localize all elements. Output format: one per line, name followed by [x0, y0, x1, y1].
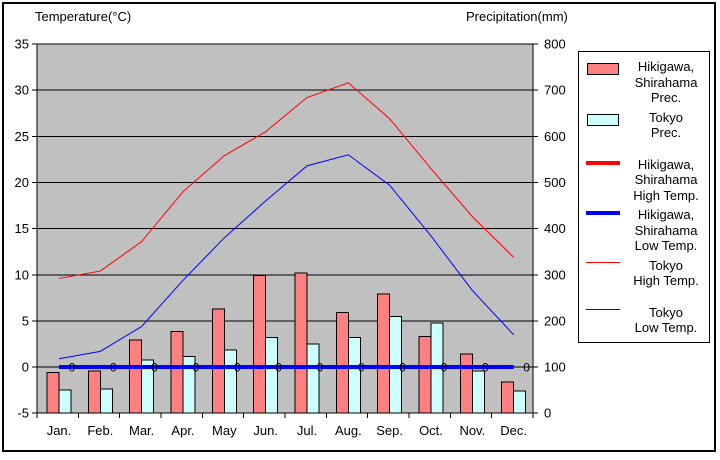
- legend-line-icon: [581, 160, 625, 165]
- prec-bar-hikigawa: [170, 331, 184, 414]
- legend-swatch-icon: [581, 63, 625, 75]
- prec-bar-tokyo: [58, 389, 72, 414]
- temp-line-tokyo-high-temp-: [58, 82, 515, 279]
- month-label: Feb.: [87, 423, 113, 438]
- month-label: Jun.: [253, 423, 278, 438]
- prec-bar-hikigawa: [253, 275, 267, 414]
- zero-data-label: 0: [523, 361, 530, 375]
- zero-data-label: 0: [358, 361, 365, 375]
- prec-axis-label: 100: [544, 360, 566, 375]
- prec-bar-hikigawa: [87, 370, 101, 414]
- legend-swatch-icon: [581, 113, 625, 126]
- month-label: May: [212, 423, 237, 438]
- legend-item-label: Tokyo Prec.: [649, 109, 683, 141]
- legend-item: Tokyo High Temp.: [581, 258, 707, 289]
- month-label: Nov.: [459, 423, 485, 438]
- prec-axis-label: 0: [544, 406, 551, 421]
- legend-marker: [587, 63, 619, 75]
- zero-data-label: 0: [399, 361, 406, 375]
- legend-line-icon: [581, 308, 625, 310]
- zero-data-label: 0: [69, 361, 76, 375]
- prec-bar-hikigawa: [46, 372, 60, 414]
- prec-bar-tokyo: [223, 349, 237, 414]
- zero-data-label: 0: [317, 361, 324, 375]
- legend-item-label: Hikigawa, Shirahama Low Temp.: [634, 207, 698, 253]
- prec-bar-tokyo: [265, 337, 279, 414]
- temp-axis-title: Temperature(°C): [35, 9, 132, 24]
- temp-axis-label: 0: [22, 360, 29, 375]
- month-label: Dec.: [500, 423, 527, 438]
- prec-axis-title: Precipitation(mm): [466, 9, 568, 24]
- legend-line-icon: [581, 261, 625, 263]
- prec-bar-tokyo: [513, 390, 527, 414]
- prec-axis-label: 700: [544, 83, 566, 98]
- temp-axis-label: 5: [22, 313, 29, 328]
- temp-axis-label: 15: [15, 221, 29, 236]
- prec-axis-label: 200: [544, 313, 566, 328]
- month-label: Oct.: [419, 423, 443, 438]
- legend-marker: [586, 211, 620, 215]
- temp-axis-label: 35: [15, 37, 29, 52]
- prec-axis-label: 300: [544, 267, 566, 282]
- legend-item-label: Tokyo High Temp.: [633, 257, 699, 289]
- prec-axis-label: 800: [544, 37, 566, 52]
- prec-axis-label: 400: [544, 221, 566, 236]
- temp-axis-label: 20: [15, 175, 29, 190]
- prec-bar-hikigawa: [501, 381, 515, 414]
- prec-bar-hikigawa: [377, 293, 391, 414]
- zero-data-label: 0: [482, 361, 489, 375]
- legend-marker: [586, 160, 620, 165]
- month-label: Sep.: [376, 423, 403, 438]
- legend-item: Hikigawa, Shirahama Low Temp.: [581, 207, 707, 254]
- prec-bar-hikigawa: [294, 272, 308, 414]
- legend: Hikigawa, Shirahama Prec. Tokyo Prec. Hikigaw…: [578, 51, 710, 343]
- zero-data-label: 0: [275, 361, 282, 375]
- month-label: Jan.: [47, 423, 72, 438]
- legend-item-label: Hikigawa, Shirahama Prec.: [634, 59, 698, 105]
- legend-item: Hikigawa, Shirahama Prec.: [581, 59, 707, 106]
- prec-bar-tokyo: [389, 316, 403, 414]
- temp-axis-label: -5: [17, 406, 29, 421]
- zero-data-label: 0: [151, 361, 158, 375]
- temp-axis-label: 30: [15, 83, 29, 98]
- month-label: Jul.: [297, 423, 317, 438]
- prec-bar-tokyo: [99, 388, 113, 414]
- month-label: Mar.: [129, 423, 154, 438]
- prec-bar-tokyo: [306, 343, 320, 414]
- prec-bar-tokyo: [141, 359, 155, 414]
- zero-data-label: 0: [110, 361, 117, 375]
- legend-item: Hikigawa, Shirahama High Temp.: [581, 157, 707, 204]
- legend-line-icon: [581, 211, 625, 215]
- legend-item-label: Hikigawa, Shirahama High Temp.: [633, 156, 699, 203]
- prec-bar-tokyo: [471, 370, 485, 414]
- prec-bar-hikigawa: [335, 312, 349, 414]
- month-label: Aug.: [335, 423, 362, 438]
- prec-axis-label: 500: [544, 175, 566, 190]
- legend-marker: [586, 308, 620, 310]
- prec-axis-label: 600: [544, 129, 566, 144]
- legend-marker: [587, 113, 619, 126]
- prec-bar-hikigawa: [211, 308, 225, 414]
- prec-bar-tokyo: [182, 355, 196, 414]
- legend-item-label: Tokyo Low Temp.: [634, 304, 698, 336]
- zero-data-label: 0: [441, 361, 448, 375]
- prec-bar-tokyo: [347, 337, 361, 414]
- prec-bar-hikigawa: [459, 353, 473, 414]
- temp-axis-label: 10: [15, 267, 29, 282]
- prec-bar-hikigawa: [129, 339, 143, 414]
- legend-item: Tokyo Low Temp.: [581, 305, 707, 336]
- temp-axis-label: 25: [15, 129, 29, 144]
- legend-item: Tokyo Prec.: [581, 110, 707, 141]
- legend-marker: [586, 261, 620, 263]
- month-label: Apr.: [171, 423, 194, 438]
- zero-data-label: 0: [234, 361, 241, 375]
- prec-bar-hikigawa: [418, 336, 432, 414]
- zero-data-label: 0: [193, 361, 200, 375]
- temp-line-tokyo-low-temp-: [58, 154, 515, 360]
